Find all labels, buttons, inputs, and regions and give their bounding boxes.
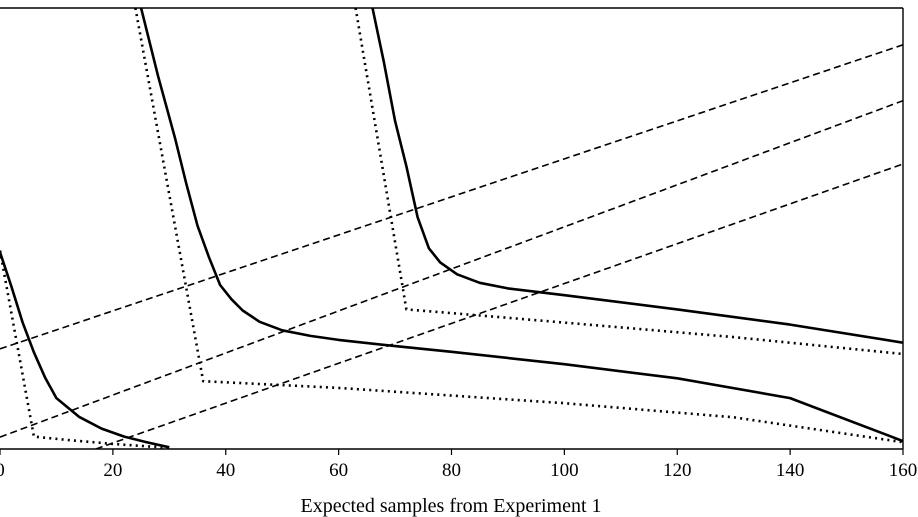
- x-axis-ticks: 0 20 40 60 80 100 120 140 160: [0, 449, 917, 481]
- series-line-5-solid: [371, 8, 903, 344]
- x-tick-label: 80: [442, 460, 461, 481]
- series-line-7-dashed: [0, 44, 903, 350]
- x-tick-label: 60: [329, 460, 348, 481]
- x-tick-label: 0: [0, 460, 5, 481]
- series-layer: [0, 8, 903, 449]
- series-line-9-dashed: [95, 163, 903, 449]
- axes-frame: [0, 7, 904, 450]
- series-line-1-solid: [0, 251, 170, 449]
- series-line-4-dotted: [134, 8, 903, 444]
- x-tick-label: 120: [663, 460, 692, 481]
- x-axis-label: Expected samples from Experiment 1: [300, 495, 601, 517]
- x-tick-label: 20: [103, 460, 122, 481]
- series-line-3-solid: [139, 8, 903, 443]
- x-tick-label: 140: [776, 460, 805, 481]
- series-line-6-dotted: [354, 8, 903, 356]
- x-tick-label: 40: [216, 460, 235, 481]
- x-tick-label: 160: [889, 460, 918, 481]
- series-line-8-dashed: [0, 99, 903, 438]
- x-tick-label: 100: [550, 460, 579, 481]
